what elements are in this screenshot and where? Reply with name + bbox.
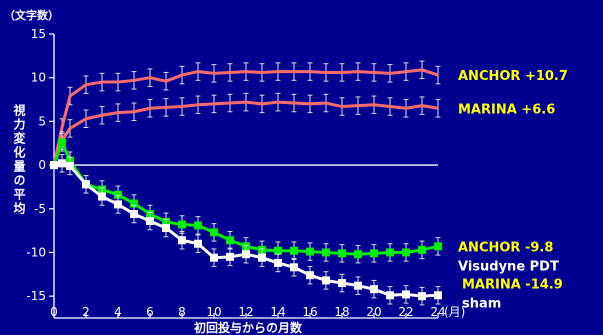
data-point [58, 159, 66, 168]
data-point [386, 248, 394, 257]
y-tick-label: 15 [31, 27, 46, 41]
x-tick-label: 14 [270, 305, 285, 319]
series-sublabel: Visudyne PDT [458, 259, 559, 274]
y-tick-label: 10 [31, 71, 46, 85]
plot-area [50, 60, 442, 306]
x-tick-label: 22 [398, 305, 413, 319]
data-point [354, 250, 362, 259]
data-point [274, 246, 282, 255]
series-3 [50, 154, 442, 306]
x-tick-label: 16 [302, 305, 317, 319]
series-0 [52, 60, 441, 166]
x-tick-label: 24 [430, 305, 445, 319]
series-label: ANCHOR -9.8 [458, 240, 553, 255]
data-point [66, 161, 74, 170]
data-point [130, 210, 138, 219]
data-point [130, 199, 138, 208]
series-labels: ANCHOR +10.7 MARINA +6.6 ANCHOR -9.8 Visudy… [458, 69, 568, 311]
data-point [210, 228, 218, 237]
data-point [242, 250, 250, 259]
data-point [178, 220, 186, 229]
data-point [82, 180, 90, 189]
data-point [322, 248, 330, 257]
x-unit-label: (月) [444, 305, 465, 319]
data-point [194, 221, 202, 230]
data-point [194, 239, 202, 248]
data-point [306, 271, 314, 280]
x-tick-label: 6 [146, 305, 154, 319]
y-tick-label: -5 [34, 202, 46, 216]
data-point [290, 263, 298, 272]
series-1 [52, 92, 441, 166]
data-point [146, 217, 154, 226]
y-unit-label: （文字数） [4, 8, 59, 22]
series-label: MARINA -14.9 [462, 277, 563, 292]
x-tick-label: 12 [238, 305, 253, 319]
y-axis-title: 視力変化量の平均 [12, 103, 26, 216]
data-point [58, 138, 66, 147]
data-point [98, 192, 106, 201]
x-tick-label: 10 [206, 305, 221, 319]
data-point [338, 249, 346, 258]
y-tick-label: -10 [26, 245, 46, 259]
data-point [306, 247, 314, 256]
data-point [258, 253, 266, 262]
x-axis-title: 初回投与からの月数 [194, 320, 303, 335]
x-tick-label: 2 [82, 305, 90, 319]
x-tick-label: 0 [50, 305, 58, 319]
data-point [370, 249, 378, 258]
data-point [434, 242, 442, 251]
data-point [418, 245, 426, 254]
y-tick-label: 5 [38, 114, 46, 128]
data-point [50, 161, 58, 170]
data-point [338, 279, 346, 288]
data-point [402, 248, 410, 257]
data-point [418, 292, 426, 301]
x-tick-label: 8 [178, 305, 186, 319]
data-point [402, 290, 410, 299]
series-label: ANCHOR +10.7 [458, 69, 568, 84]
x-tick-label: 18 [334, 305, 349, 319]
data-point [226, 252, 234, 261]
data-point [162, 223, 170, 232]
data-point [274, 258, 282, 267]
data-point [290, 246, 298, 255]
x-tick-label: 20 [366, 305, 381, 319]
data-point [114, 190, 122, 199]
data-point [322, 276, 330, 285]
series-label: MARINA +6.6 [458, 102, 555, 117]
data-point [386, 291, 394, 300]
series-sublabel: sham [462, 296, 501, 311]
series-line [52, 68, 439, 166]
y-tick-label: 0 [38, 158, 46, 172]
series-line [53, 161, 439, 298]
data-point [210, 253, 218, 262]
data-point [226, 236, 234, 245]
data-point [434, 291, 442, 300]
series-line [52, 100, 439, 166]
data-point [178, 236, 186, 245]
y-tick-label: -15 [26, 289, 46, 303]
data-point [370, 285, 378, 294]
data-point [114, 200, 122, 209]
x-tick-label: 4 [114, 305, 122, 319]
data-point [354, 281, 362, 290]
